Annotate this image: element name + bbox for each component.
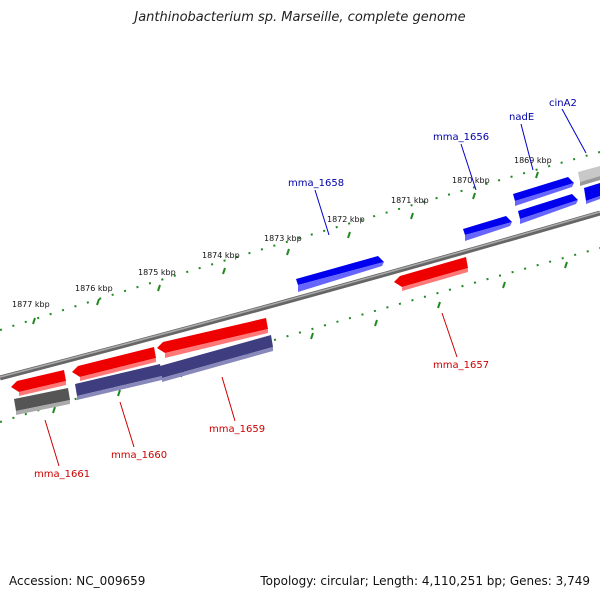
gene-mma_1659[interactable]	[157, 318, 273, 382]
tick-label: 1871 kbp	[391, 196, 429, 205]
outer-tick-ring	[0, 151, 600, 331]
map-title: Janthinobacterium sp. Marseille, complet…	[134, 10, 466, 25]
gene-label-mma_1660[interactable]: mma_1660	[111, 450, 167, 461]
gene-label-cinA2[interactable]: cinA2	[549, 98, 577, 109]
gene-cinA2[interactable]	[578, 166, 600, 204]
major-ticks-outer	[32, 171, 539, 325]
inner-tick-ring	[0, 247, 600, 423]
gene-label-mma_1657[interactable]: mma_1657	[433, 360, 489, 371]
tick-label: 1876 kbp	[75, 284, 113, 293]
accession-text: Accession: NC_009659	[9, 574, 146, 588]
genome-backbone	[0, 210, 600, 381]
gene-label-mma_1659[interactable]: mma_1659	[209, 424, 265, 435]
gene-mma_1660[interactable]	[72, 347, 162, 400]
genome-backbone-highlight	[0, 211, 600, 378]
gene-label-nadE[interactable]: nadE	[509, 112, 534, 123]
tick-label: 1873 kbp	[264, 234, 302, 243]
gene-mma_1661[interactable]	[11, 370, 70, 415]
gene-label-mma_1658[interactable]: mma_1658	[288, 178, 344, 189]
tick-label: 1870 kbp	[452, 176, 490, 185]
tick-label: 1874 kbp	[202, 251, 240, 260]
tick-label: 1872 kbp	[327, 215, 365, 224]
gene-nadE[interactable]	[513, 177, 578, 224]
tick-label: 1877 kbp	[12, 300, 50, 309]
gene-label-mma_1656[interactable]: mma_1656	[433, 132, 489, 143]
gene-mma_1656[interactable]	[463, 216, 512, 241]
tick-label: 1869 kbp	[514, 156, 552, 165]
tick-label: 1875 kbp	[138, 268, 176, 277]
label-connectors	[44, 108, 587, 467]
gene-mma_1658[interactable]	[296, 256, 384, 292]
gene-label-mma_1661[interactable]: mma_1661	[34, 469, 90, 480]
genome-summary-text: Topology: circular; Length: 4,110,251 bp…	[260, 574, 590, 588]
gene-mma_1657[interactable]	[394, 257, 468, 291]
